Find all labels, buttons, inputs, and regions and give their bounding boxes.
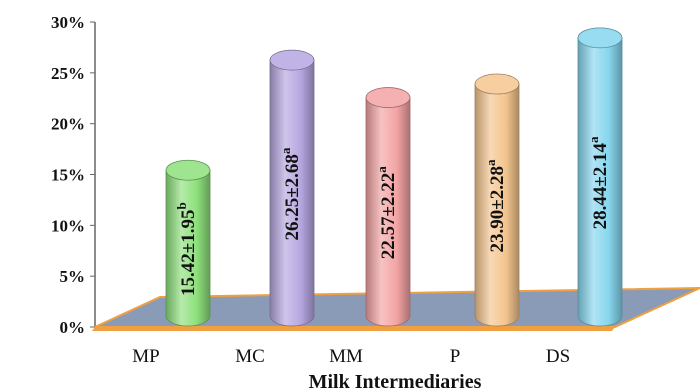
bar-body [269, 59, 315, 327]
x-category-label: DS [546, 346, 570, 367]
bars: 15.42±1.95b 26.25±2.68a 22.57±2.22a 23.90±2… [165, 27, 623, 327]
bar-data-label: 28.44±2.14a [586, 136, 611, 229]
floor-edge [92, 327, 615, 331]
y-tick-label: 10% [51, 216, 85, 235]
bar-top [165, 159, 211, 181]
y-tick-label: 20% [51, 115, 85, 134]
bar-data-label: 23.90±2.28a [483, 159, 508, 252]
bar-data-label: 15.42±1.95b [174, 202, 199, 296]
bar-top [269, 49, 315, 71]
bar-top [365, 87, 411, 108]
bar-data-label: 22.57±2.22a [374, 166, 399, 259]
bar-body [165, 169, 211, 327]
x-axis: MP MC MM P DS [132, 346, 570, 367]
bar-ds: 28.44±2.14a [577, 27, 623, 327]
bar-body [474, 83, 520, 327]
y-tick-label: 25% [51, 64, 85, 83]
bar-body [365, 97, 411, 327]
x-category-label: MP [132, 346, 159, 367]
bar-data-label: 26.25±2.68a [278, 147, 303, 240]
x-category-label: MM [329, 346, 363, 367]
x-category-label: P [450, 346, 461, 367]
x-category-label: MC [235, 346, 265, 367]
bar-top [577, 27, 623, 49]
bar-p: 23.90±2.28a [474, 73, 520, 327]
y-tick-label: 15% [51, 166, 85, 185]
bar-mc: 26.25±2.68a [269, 49, 315, 327]
y-tick-label: 0% [60, 318, 86, 337]
y-tick-label: 5% [60, 267, 86, 286]
y-tick-label: 30% [51, 13, 85, 32]
bar-mp: 15.42±1.95b [165, 159, 211, 327]
x-axis-title: Milk Intermediaries [309, 371, 482, 392]
bar-body [577, 37, 623, 327]
y-axis: 0% 5% 10% 15% 20% 25% 30% [51, 13, 96, 337]
bar-top [474, 73, 520, 95]
bar-mm: 22.57±2.22a [365, 87, 411, 327]
